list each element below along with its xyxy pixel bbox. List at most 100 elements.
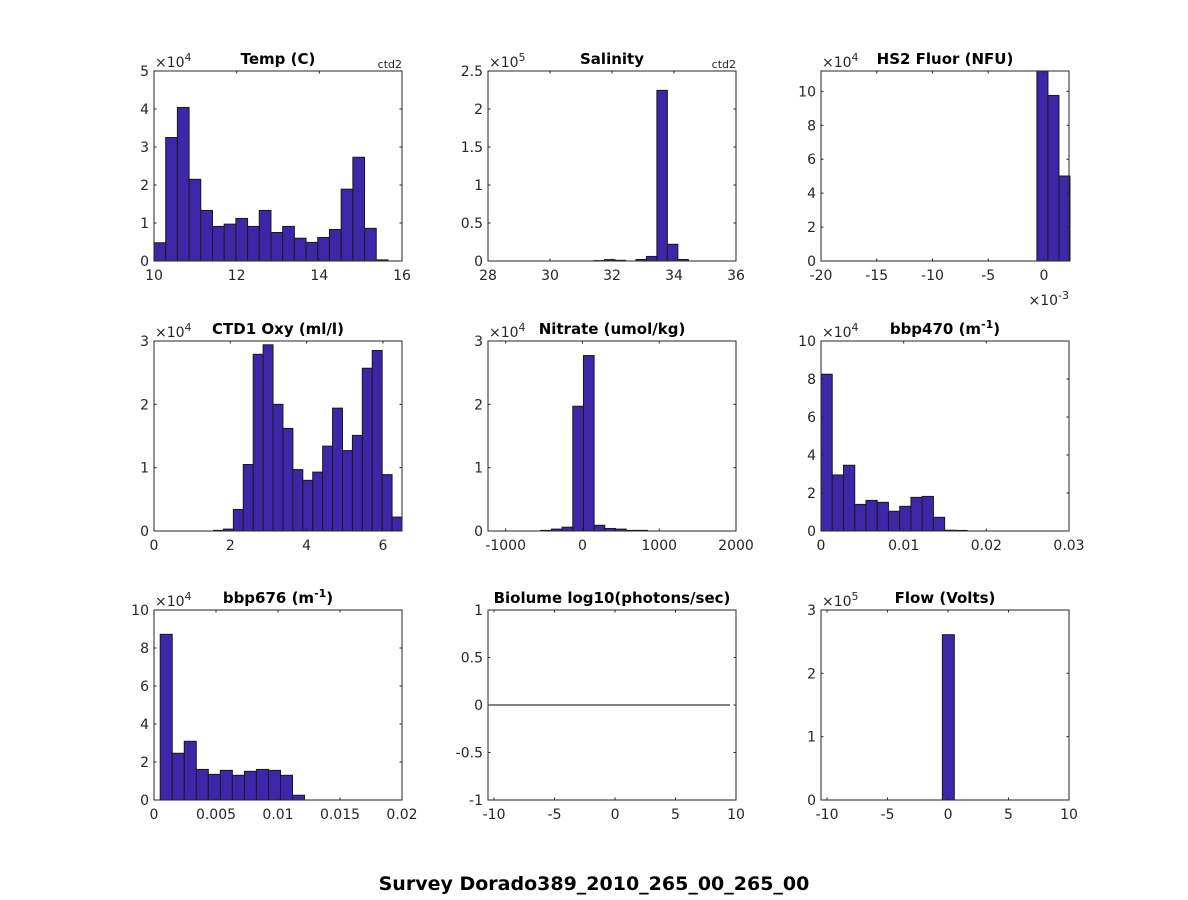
histogram-bar <box>391 516 403 532</box>
y-exponent-label: ×104 <box>822 51 859 71</box>
histogram-bar <box>282 427 294 532</box>
y-tick-label: 0 <box>140 254 149 270</box>
histogram-bar <box>352 156 366 262</box>
y-tick-label: 3 <box>807 603 816 619</box>
x-tick-label: 14 <box>310 268 328 284</box>
histogram-bar <box>293 237 307 262</box>
x-tick-label: 0.02 <box>971 538 1002 554</box>
y-tick-label: 0 <box>807 524 816 540</box>
x-tick-label: -10 <box>816 807 839 823</box>
y-exponent-label: ×104 <box>489 321 526 341</box>
y-tick-label: -0.5 <box>456 746 483 762</box>
y-tick-label: 2 <box>807 220 816 236</box>
plot-area <box>488 71 736 261</box>
x-tick-label: 6 <box>378 538 387 554</box>
y-tick-label: 4 <box>807 448 816 464</box>
y-exponent-label: ×105 <box>489 51 526 71</box>
y-tick-label: 1 <box>474 603 483 619</box>
histogram-bar <box>593 524 606 532</box>
y-exponent-power: 4 <box>519 321 526 334</box>
histogram-bar <box>231 774 245 801</box>
panel-title-text: Biolume log10(photons/sec) <box>494 589 731 607</box>
y-tick-label: 1.5 <box>461 140 483 156</box>
plot-area <box>821 341 1069 531</box>
x-tick-label: 16 <box>393 268 411 284</box>
histogram-bar <box>941 634 955 801</box>
histogram-bar <box>242 464 254 532</box>
panel-title-text: Nitrate (umol/kg) <box>539 320 686 338</box>
histogram-bar <box>831 474 844 532</box>
histogram-bar <box>262 344 274 532</box>
panel-title-suffix: ) <box>326 589 333 607</box>
histogram-bar <box>243 770 257 801</box>
x-tick-label: 28 <box>479 268 497 284</box>
histogram-bar <box>381 474 393 532</box>
y-exponent-label: ×104 <box>155 321 192 341</box>
y-exponent-power: 4 <box>185 590 192 603</box>
y-exponent-power: 4 <box>852 51 859 64</box>
y-tick-label: 5 <box>140 64 149 80</box>
histogram-bar <box>910 496 923 532</box>
y-tick-label: -1 <box>469 793 483 809</box>
x-tick-label: 0 <box>611 807 620 823</box>
y-tick-label: 0 <box>807 793 816 809</box>
x-tick-label: 0 <box>150 538 159 554</box>
instrument-note: ctd2 <box>378 58 402 71</box>
x-tick-label: 10 <box>145 268 163 284</box>
histogram-bar <box>312 471 324 532</box>
y-tick-label: 1 <box>140 461 149 477</box>
y-tick-label: 1 <box>474 178 483 194</box>
histogram-panel: 28 30 32 34 36 0 0.5 1 1.5 2 2.5 Salinity ctd2 ×105 <box>461 50 745 284</box>
y-tick-label: 0 <box>807 254 816 270</box>
panel-title-text: CTD1 Oxy (ml/l) <box>212 320 344 338</box>
panel-title: CTD1 Oxy (ml/l) <box>212 320 344 338</box>
histogram-bar <box>232 508 244 532</box>
panel-title-text: HS2 Fluor (NFU) <box>877 50 1014 68</box>
x-tick-label: 0.01 <box>262 807 293 823</box>
y-tick-label: 2 <box>807 486 816 502</box>
y-exponent-base: ×10 <box>822 594 852 610</box>
panel-title-text: bbp470 (m <box>890 320 981 338</box>
y-exponent-base: ×10 <box>822 325 852 341</box>
histogram-bar <box>364 227 377 262</box>
panel-title: bbp470 (m-1) <box>890 318 1000 338</box>
y-exponent-label: ×104 <box>155 51 192 71</box>
y-tick-label: 0 <box>474 698 483 714</box>
histogram-bar <box>317 236 330 262</box>
x-tick-label: -15 <box>865 268 888 284</box>
y-exponent-label: ×104 <box>822 321 859 341</box>
histogram-bar <box>292 469 304 532</box>
y-tick-label: 0 <box>140 524 149 540</box>
plot-area <box>821 71 1069 261</box>
y-exponent-label: ×104 <box>155 590 192 610</box>
histogram-bar <box>272 403 284 532</box>
histogram-bar <box>887 510 901 532</box>
histogram-bar <box>258 209 272 262</box>
histogram-bar <box>899 505 912 532</box>
histogram-bar <box>932 516 946 532</box>
histogram-bar <box>582 355 595 532</box>
y-exponent-power: 4 <box>852 321 859 334</box>
x-tick-label: 4 <box>302 538 311 554</box>
histogram-bar <box>183 740 197 801</box>
histogram-bar <box>207 773 221 801</box>
y-tick-label: 2 <box>140 755 149 771</box>
histogram-bar <box>666 243 679 262</box>
y-tick-label: 6 <box>807 410 816 426</box>
y-tick-label: 3 <box>140 334 149 350</box>
histogram-bar <box>188 178 202 262</box>
x-tick-label: 2000 <box>718 538 754 554</box>
histogram-bar <box>200 209 213 262</box>
histogram-bar <box>223 223 237 262</box>
y-tick-label: 8 <box>807 372 816 388</box>
axes-box <box>153 70 403 262</box>
panel-title: Salinity <box>580 50 644 68</box>
histogram-bar <box>656 89 668 262</box>
figure-suptitle: Survey Dorado389_2010_265_00_265_00 <box>379 873 810 895</box>
histogram-bar <box>247 225 260 262</box>
histogram-bar <box>645 255 658 262</box>
